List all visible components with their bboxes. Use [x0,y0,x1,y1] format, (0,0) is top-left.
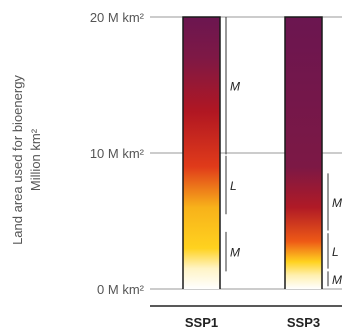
x-category-label: SSP3 [287,315,320,330]
y-axis-label: Land area used for bioenergy Million km² [10,75,43,245]
bar-ssp1 [183,17,220,289]
range-label: L [230,179,237,193]
range-label: M [230,246,240,260]
range-label: L [332,245,339,259]
range-label: M [332,273,342,287]
y-tick-label: 10 M km² [90,146,145,161]
range-label: M [230,80,240,94]
y-tick-labels: 0 M km² 10 M km² 20 M km² [90,10,145,297]
x-category-label: SSP1 [185,315,218,330]
y-axis-label-line-1: Land area used for bioenergy [10,75,25,245]
bar-outline [182,16,221,289]
y-axis-label-line-2: Million km² [28,128,43,191]
bars [182,16,323,289]
x-category-labels: SSP1 SSP3 [185,315,320,330]
bar-outline [284,16,323,289]
y-tick-label: 0 M km² [97,282,145,297]
y-tick-label: 20 M km² [90,10,145,25]
range-label: M [332,196,342,210]
bar-ssp3 [285,17,322,289]
